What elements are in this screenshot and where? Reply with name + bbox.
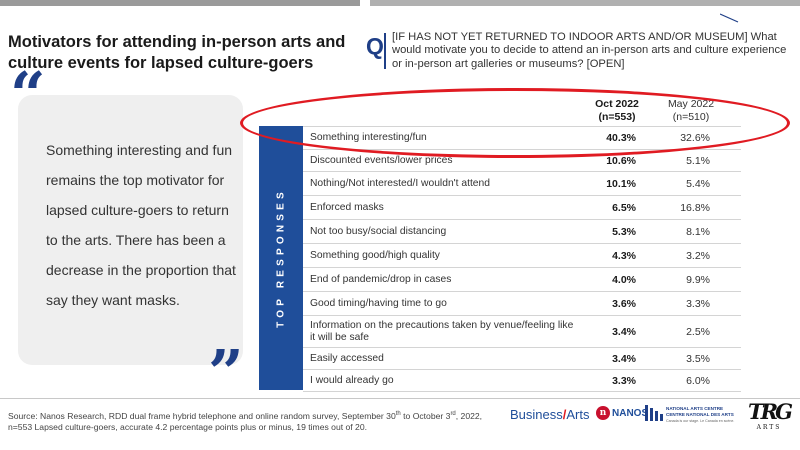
footer-divider bbox=[0, 398, 800, 399]
oct-2022-value: 10.6% bbox=[606, 154, 636, 167]
table-row: Easily accessed 3.4% 3.5% bbox=[303, 348, 741, 370]
table-row: Nothing/Not interested/I wouldn't attend… bbox=[303, 172, 741, 196]
may-2022-value: 3.2% bbox=[686, 249, 710, 262]
quote-box bbox=[18, 95, 243, 365]
response-label: Enforced masks bbox=[310, 201, 384, 213]
table-row: Discounted events/lower prices 10.6% 5.1% bbox=[303, 150, 741, 172]
top-responses-band bbox=[259, 126, 303, 390]
may-2022-value: 3.5% bbox=[686, 352, 710, 365]
close-quote-icon: ” bbox=[208, 336, 244, 409]
nanos-logo-icon: n bbox=[596, 406, 610, 420]
source-mid: to October 3 bbox=[400, 410, 451, 421]
oct-2022-value: 3.4% bbox=[612, 352, 636, 365]
response-label: Information on the precautions taken by … bbox=[310, 319, 574, 343]
question-divider bbox=[384, 33, 386, 69]
nanos-logo: n NANOS bbox=[596, 406, 648, 420]
oct-2022-value: 3.6% bbox=[612, 297, 636, 310]
oct-2022-value: 3.3% bbox=[612, 374, 636, 387]
nac-logo-line: CENTRE NATIONAL DES ARTS bbox=[666, 411, 734, 417]
top-bar-left bbox=[0, 0, 360, 6]
trg-arts-logo: TRG ARTS bbox=[746, 399, 793, 432]
may-2022-value: 2.5% bbox=[686, 325, 710, 338]
response-label: I would already go bbox=[310, 374, 394, 386]
table-row: Information on the precautions taken by … bbox=[303, 316, 741, 348]
oct-2022-value: 4.0% bbox=[612, 273, 636, 286]
corner-arrow-icon bbox=[720, 13, 739, 23]
may-2022-value: 9.9% bbox=[686, 273, 710, 286]
business-arts-slash: / bbox=[562, 407, 567, 422]
question-letter: Q bbox=[366, 33, 384, 59]
table-row: Enforced masks 6.5% 16.8% bbox=[303, 196, 741, 220]
top-bar-right bbox=[370, 0, 800, 6]
response-label: End of pandemic/drop in cases bbox=[310, 273, 452, 285]
response-label: Easily accessed bbox=[310, 352, 384, 364]
oct-2022-value: 3.4% bbox=[612, 325, 636, 338]
may-2022-value: 3.3% bbox=[686, 297, 710, 310]
nac-logo-line: NATIONAL ARTS CENTRE bbox=[666, 406, 724, 411]
source-note: Source: Nanos Research, RDD dual frame h… bbox=[8, 409, 508, 434]
business-arts-logo: Business/Arts bbox=[510, 407, 590, 422]
trg-logo-mark: TRG bbox=[747, 399, 793, 424]
may-2022-value: 5.4% bbox=[686, 177, 710, 190]
source-superscript: th bbox=[395, 411, 401, 417]
source-suffix: , 2022, n=553 Lapsed culture-goers, accu… bbox=[8, 410, 483, 433]
business-arts-word: Arts bbox=[566, 407, 590, 422]
oct-2022-value: 6.5% bbox=[612, 201, 636, 214]
oct-2022-value: 4.3% bbox=[612, 249, 636, 262]
nac-logo-icon bbox=[645, 405, 663, 421]
highlight-ellipse bbox=[240, 88, 790, 158]
oct-2022-value: 5.3% bbox=[612, 225, 636, 238]
source-prefix: Source: Nanos Research, RDD dual frame h… bbox=[8, 410, 396, 421]
nac-tagline: Canada is our stage. Le Canada en scène. bbox=[666, 419, 735, 423]
source-superscript: rd bbox=[450, 411, 456, 417]
may-2022-value: 8.1% bbox=[686, 225, 710, 238]
table-row: End of pandemic/drop in cases 4.0% 9.9% bbox=[303, 268, 741, 292]
table-row: Good timing/having time to go 3.6% 3.3% bbox=[303, 292, 741, 316]
table-row: Something good/high quality 4.3% 3.2% bbox=[303, 244, 741, 268]
quote-text: Something interesting and fun remains th… bbox=[46, 142, 236, 308]
response-label: Nothing/Not interested/I wouldn't attend bbox=[310, 177, 490, 189]
may-2022-value: 16.8% bbox=[680, 201, 710, 214]
may-2022-value: 6.0% bbox=[686, 374, 710, 387]
top-responses-label: TOP RESPONSES bbox=[275, 188, 287, 328]
table-row: Not too busy/social distancing 5.3% 8.1% bbox=[303, 220, 741, 244]
trg-logo-sub: ARTS bbox=[756, 424, 782, 431]
slide-title: Motivators for attending in-person arts … bbox=[8, 33, 346, 72]
response-label: Good timing/having time to go bbox=[310, 297, 447, 309]
nanos-logo-text: NANOS bbox=[612, 407, 649, 419]
open-quote-icon: “ bbox=[10, 58, 46, 131]
may-2022-value: 5.1% bbox=[686, 154, 710, 167]
table-row: I would already go 3.3% 6.0% bbox=[303, 370, 741, 392]
oct-2022-value: 10.1% bbox=[606, 177, 636, 190]
response-label: Discounted events/lower prices bbox=[310, 154, 453, 166]
response-label: Not too busy/social distancing bbox=[310, 225, 447, 237]
business-arts-word: Business bbox=[510, 407, 563, 422]
survey-question: [IF HAS NOT YET RETURNED TO INDOOR ARTS … bbox=[392, 31, 787, 70]
response-label: Something good/high quality bbox=[310, 249, 440, 261]
nac-logo-text: NATIONAL ARTS CENTRE CENTRE NATIONAL DES… bbox=[666, 406, 742, 417]
